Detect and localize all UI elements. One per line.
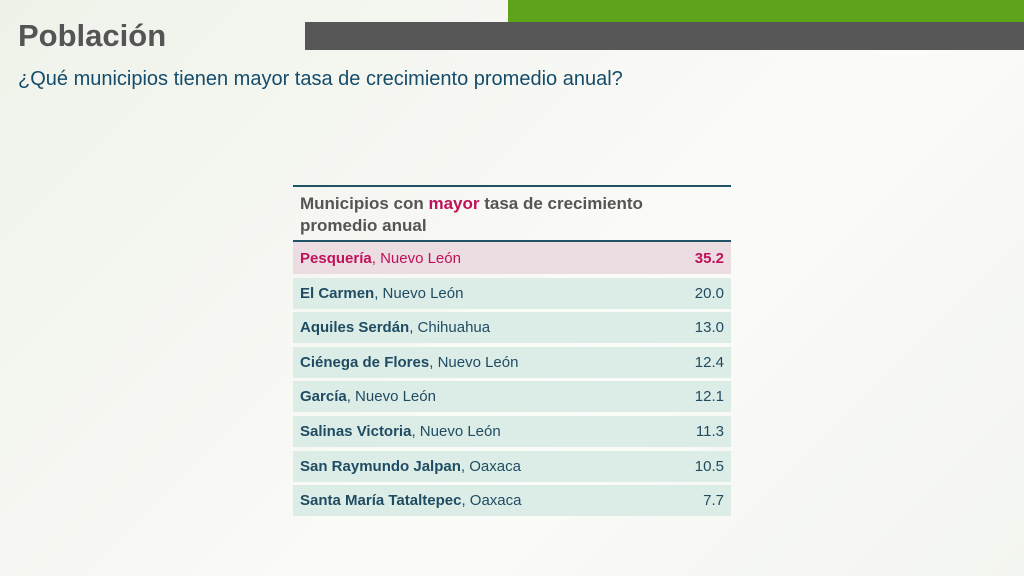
row-estado: Chihuahua <box>417 319 491 337</box>
table-row: El Carmen, Nuevo León 20.0 <box>293 277 731 309</box>
row-name: García, Nuevo León <box>300 388 436 406</box>
row-value: 10.5 <box>694 457 724 475</box>
row-estado: Nuevo León <box>419 422 501 440</box>
header-accent-gray-bar <box>305 22 1024 50</box>
row-estado: Oaxaca <box>469 457 521 475</box>
page-subtitle: ¿Qué municipios tienen mayor tasa de cre… <box>18 68 623 90</box>
row-estado: Oaxaca <box>469 492 522 510</box>
row-name: Santa María Tataltepec, Oaxaca <box>300 492 522 510</box>
row-estado: Nuevo León <box>382 284 464 302</box>
row-municipio: San Raymundo Jalpan <box>300 457 461 475</box>
row-estado: Nuevo León <box>380 249 461 267</box>
row-name: El Carmen, Nuevo León <box>300 284 464 302</box>
table-header: Municipios con mayor tasa de crecimiento… <box>293 185 731 242</box>
page-title: Población <box>18 18 167 53</box>
table-heading-accent: mayor <box>428 194 480 213</box>
row-municipio: García <box>300 388 347 406</box>
table-row: Salinas Victoria, Nuevo León 11.3 <box>293 415 731 447</box>
row-value: 20.0 <box>694 284 724 302</box>
row-value: 13.0 <box>694 319 724 337</box>
row-value: 12.1 <box>694 388 724 406</box>
header-accent-green-bar <box>508 0 1024 22</box>
table-row: Aquiles Serdán, Chihuahua 13.0 <box>293 312 731 344</box>
row-name: Ciénega de Flores, Nuevo León <box>300 353 519 371</box>
row-name: Salinas Victoria, Nuevo León <box>300 422 501 440</box>
row-name: Pesquería, Nuevo León <box>300 249 461 267</box>
row-municipio: Aquiles Serdán <box>300 319 410 337</box>
row-municipio: Pesquería <box>300 249 372 267</box>
row-value: 35.2 <box>694 249 724 267</box>
row-municipio: Santa María Tataltepec <box>300 492 462 510</box>
row-value: 12.4 <box>694 353 724 371</box>
row-estado: Nuevo León <box>355 388 436 406</box>
row-value: 11.3 <box>695 422 724 440</box>
table-row: Santa María Tataltepec, Oaxaca 7.7 <box>293 485 731 517</box>
table-row: San Raymundo Jalpan, Oaxaca 10.5 <box>293 450 731 482</box>
row-estado: Nuevo León <box>437 353 519 371</box>
table-row: Ciénega de Flores, Nuevo León 12.4 <box>293 346 731 378</box>
row-municipio: El Carmen <box>300 284 375 302</box>
table-heading-pre: Municipios con <box>300 194 429 213</box>
row-municipio: Salinas Victoria <box>300 422 412 440</box>
table-row: Pesquería, Nuevo León 35.2 <box>293 242 731 274</box>
growth-rate-table: Municipios con mayor tasa de crecimiento… <box>293 185 731 517</box>
row-municipio: Ciénega de Flores <box>300 353 430 371</box>
row-name: San Raymundo Jalpan, Oaxaca <box>300 457 521 475</box>
table-row: García, Nuevo León 12.1 <box>293 381 731 413</box>
row-value: 7.7 <box>703 492 724 510</box>
row-name: Aquiles Serdán, Chihuahua <box>300 319 491 337</box>
table-heading-post: tasa de crecimiento promedio anual <box>300 194 643 235</box>
